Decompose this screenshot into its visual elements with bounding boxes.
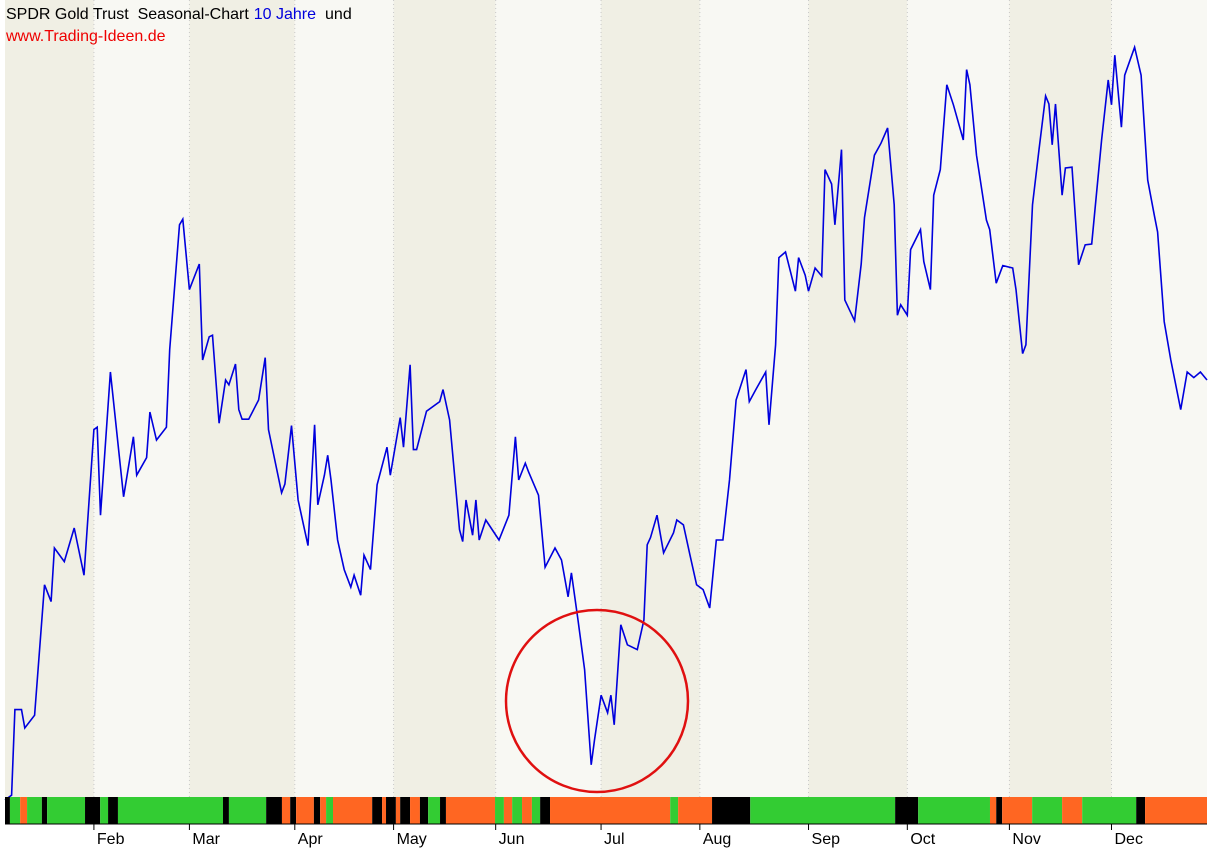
x-tick-label: Mar xyxy=(192,831,220,848)
signal-segment xyxy=(85,797,101,824)
title-suffix: und xyxy=(325,6,352,23)
x-tick-label: Aug xyxy=(703,831,731,848)
signal-segment xyxy=(386,797,396,824)
signal-segment xyxy=(495,797,504,824)
month-band xyxy=(808,0,908,797)
signal-segment xyxy=(410,797,420,824)
month-band xyxy=(93,0,190,797)
signal-segment xyxy=(326,797,333,824)
month-band xyxy=(1111,0,1207,797)
signal-segment xyxy=(320,797,327,824)
signal-segment xyxy=(419,797,429,824)
signal-segment xyxy=(9,797,21,824)
x-tick-label: May xyxy=(397,831,427,848)
title-period: 10 Jahre xyxy=(254,6,316,23)
signal-segment xyxy=(400,797,411,824)
signal-segment xyxy=(395,797,401,824)
signal-segment xyxy=(895,797,919,824)
signal-segment xyxy=(290,797,297,824)
signal-segment xyxy=(989,797,997,824)
x-tick-label: Feb xyxy=(97,831,125,848)
month-band xyxy=(189,0,295,797)
signal-segment xyxy=(512,797,523,824)
signal-segment xyxy=(47,797,86,824)
month-band xyxy=(5,0,94,797)
chart-subtitle: www.Trading-Ideen.de xyxy=(5,28,166,45)
signal-segment xyxy=(41,797,48,824)
signal-segment xyxy=(1145,797,1207,824)
signal-segment xyxy=(223,797,229,824)
signal-segment xyxy=(550,797,671,824)
signal-segment xyxy=(1082,797,1137,824)
signal-segment xyxy=(522,797,532,824)
signal-segment xyxy=(531,797,541,824)
signal-segment xyxy=(712,797,751,824)
signal-segment xyxy=(540,797,551,824)
seasonal-line xyxy=(4,44,1208,801)
signal-segment xyxy=(372,797,383,824)
x-tick-label: Nov xyxy=(1012,831,1040,848)
signal-segment xyxy=(296,797,314,824)
month-band xyxy=(294,0,394,797)
signal-segment xyxy=(228,797,267,824)
signal-segment xyxy=(1136,797,1146,824)
signal-segment xyxy=(503,797,513,824)
signal-segment xyxy=(440,797,446,824)
month-band xyxy=(1009,0,1112,797)
signal-segment xyxy=(332,797,373,824)
x-tick-label: Apr xyxy=(298,831,324,848)
chart-title: SPDR Gold Trust Seasonal-Chart 10 Jahre un… xyxy=(6,6,352,23)
x-tick-label: Sep xyxy=(812,831,841,848)
x-tick-label: Jul xyxy=(604,831,624,848)
signal-segment xyxy=(100,797,109,824)
signal-segment xyxy=(20,797,28,824)
signal-segment xyxy=(428,797,441,824)
signal-segment xyxy=(27,797,42,824)
signal-segment xyxy=(670,797,679,824)
signal-segment xyxy=(750,797,896,824)
x-tick-label: Oct xyxy=(910,831,935,848)
signal-segment xyxy=(281,797,291,824)
signal-segment xyxy=(1032,797,1063,824)
month-band xyxy=(699,0,809,797)
highlight-circle xyxy=(504,608,690,794)
x-tick-label: Dec xyxy=(1114,831,1142,848)
signal-segment xyxy=(918,797,990,824)
signal-segment xyxy=(266,797,282,824)
signal-segment xyxy=(117,797,224,824)
title-main: SPDR Gold Trust Seasonal-Chart xyxy=(6,6,249,23)
signal-segment xyxy=(996,797,1003,824)
signal-segment xyxy=(108,797,118,824)
signal-segment xyxy=(1002,797,1033,824)
signal-segment xyxy=(382,797,387,824)
signal-segment xyxy=(678,797,713,824)
x-tick-label: Jun xyxy=(499,831,525,848)
signal-segment xyxy=(313,797,321,824)
month-band xyxy=(907,0,1010,797)
signal-segment xyxy=(5,797,10,824)
signal-segment xyxy=(445,797,496,824)
signal-segment xyxy=(1062,797,1083,824)
